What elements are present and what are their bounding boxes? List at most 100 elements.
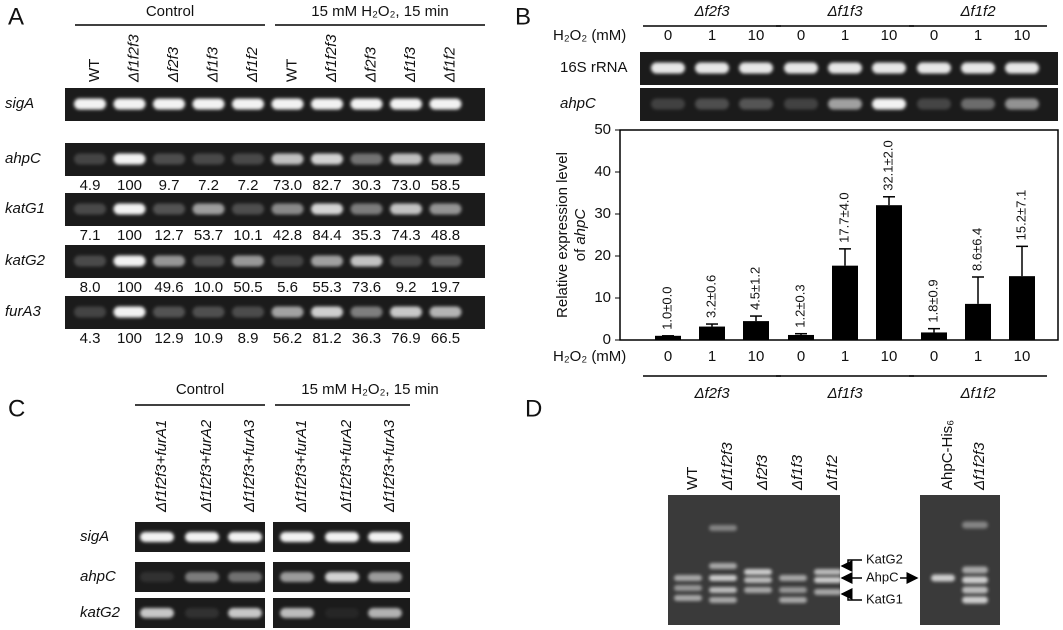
gel-band <box>271 306 304 318</box>
group-header: Δf1f2 <box>959 3 996 20</box>
row-label: ahpC <box>560 95 596 112</box>
lane-label: WT <box>684 467 701 490</box>
y-tick-label: 40 <box>594 163 611 180</box>
gel-band <box>931 574 955 582</box>
gel-band <box>185 608 219 618</box>
y-tick-label: 30 <box>594 205 611 222</box>
band-value: 100 <box>117 279 142 296</box>
gel-band <box>779 575 807 581</box>
band-value: 58.5 <box>431 177 460 194</box>
band-value: 56.2 <box>273 330 302 347</box>
band-value: 36.3 <box>352 330 381 347</box>
gel-band <box>74 255 106 267</box>
gel-band <box>872 98 906 110</box>
lane-label: Δf1f2f3 <box>323 34 340 83</box>
gel-band <box>872 62 906 74</box>
lane-label: Δf1f2f3+furA3 <box>241 419 258 513</box>
lane-label: Δf1f2f3+furA1 <box>293 420 310 513</box>
gel-band <box>325 532 359 542</box>
band-value: 100 <box>117 330 142 347</box>
gel-band <box>962 586 988 594</box>
gel-band <box>153 255 185 267</box>
gel-band <box>1005 62 1039 74</box>
gel-band <box>814 577 842 583</box>
y-label-line: Relative expression level <box>554 152 571 318</box>
gel-band <box>429 203 462 215</box>
band-value: 12.9 <box>154 330 183 347</box>
gel-band <box>325 608 359 618</box>
gel-band <box>709 563 737 569</box>
gel-band <box>917 62 951 74</box>
x-tick-label: 0 <box>664 27 672 44</box>
gel-band <box>368 572 402 582</box>
x-tick-label: 1 <box>841 348 849 365</box>
group-header: Control <box>176 381 224 398</box>
gel-band <box>390 153 422 165</box>
x-tick-label: 10 <box>748 348 765 365</box>
gel-band <box>74 98 106 110</box>
value-label: 17.7±4.0 <box>836 192 851 243</box>
gel-band <box>311 203 343 215</box>
band-value: 10.1 <box>233 227 262 244</box>
gel-band <box>390 255 422 267</box>
gel-band <box>153 98 185 110</box>
x-tick-label: 0 <box>930 27 938 44</box>
gel-band <box>784 98 818 110</box>
band-value: 82.7 <box>312 177 341 194</box>
group-header: Δf1f3 <box>826 3 863 20</box>
band-value: 4.3 <box>80 330 101 347</box>
lane-label: WT <box>86 59 103 82</box>
x-tick-label: 0 <box>664 348 672 365</box>
band-value: 73.6 <box>352 279 381 296</box>
bar <box>788 334 814 340</box>
band-value: 81.2 <box>312 330 341 347</box>
gel-band <box>390 203 422 215</box>
band-value: 100 <box>117 227 142 244</box>
gel-band <box>709 587 737 593</box>
panel-label: A <box>8 3 24 30</box>
y-tick-label: 50 <box>594 121 611 138</box>
gel-band <box>1005 98 1039 110</box>
band-value: 9.2 <box>396 279 417 296</box>
lane-label: Δf1f3 <box>204 46 221 83</box>
gel-band <box>779 597 807 603</box>
band-value: 42.8 <box>273 227 302 244</box>
row-label: 16S rRNA <box>560 59 628 76</box>
gel-band <box>271 203 304 215</box>
gel-band <box>280 532 314 542</box>
gel <box>920 495 1000 625</box>
gel-band <box>192 153 225 165</box>
gel-band <box>192 255 225 267</box>
gel-band <box>350 203 383 215</box>
gel-band <box>350 153 383 165</box>
gel-band <box>232 153 264 165</box>
gel-band <box>744 587 772 593</box>
gel-band <box>961 98 995 110</box>
gel-band <box>232 306 264 318</box>
gel-band <box>739 98 773 110</box>
gel <box>668 495 840 625</box>
lane-label: Δf2f3 <box>362 46 379 83</box>
gel-band <box>828 98 862 110</box>
gel-band <box>814 569 842 575</box>
row-label: sigA <box>80 528 109 545</box>
gel-band <box>311 255 343 267</box>
x-tick-label: 1 <box>974 27 982 44</box>
gel-band <box>350 306 383 318</box>
gel-band <box>651 62 685 74</box>
band-value: 5.6 <box>277 279 298 296</box>
lane-label: Δf1f3 <box>789 454 806 491</box>
x-tick-label: 0 <box>930 348 938 365</box>
band-value: 55.3 <box>312 279 341 296</box>
gel-band <box>814 589 842 595</box>
lane-label: Δf1f2f3+furA2 <box>338 419 355 513</box>
band-value: 49.6 <box>154 279 183 296</box>
lane-label: Δf2f3 <box>754 454 771 491</box>
band-value: 50.5 <box>233 279 262 296</box>
gel-band <box>390 98 422 110</box>
band-value: 84.4 <box>312 227 341 244</box>
x-tick-label: 10 <box>881 348 898 365</box>
value-label: 1.0±0.0 <box>659 287 674 330</box>
group-label: Δf1f2 <box>959 385 996 402</box>
group-header: Δf2f3 <box>693 3 730 20</box>
